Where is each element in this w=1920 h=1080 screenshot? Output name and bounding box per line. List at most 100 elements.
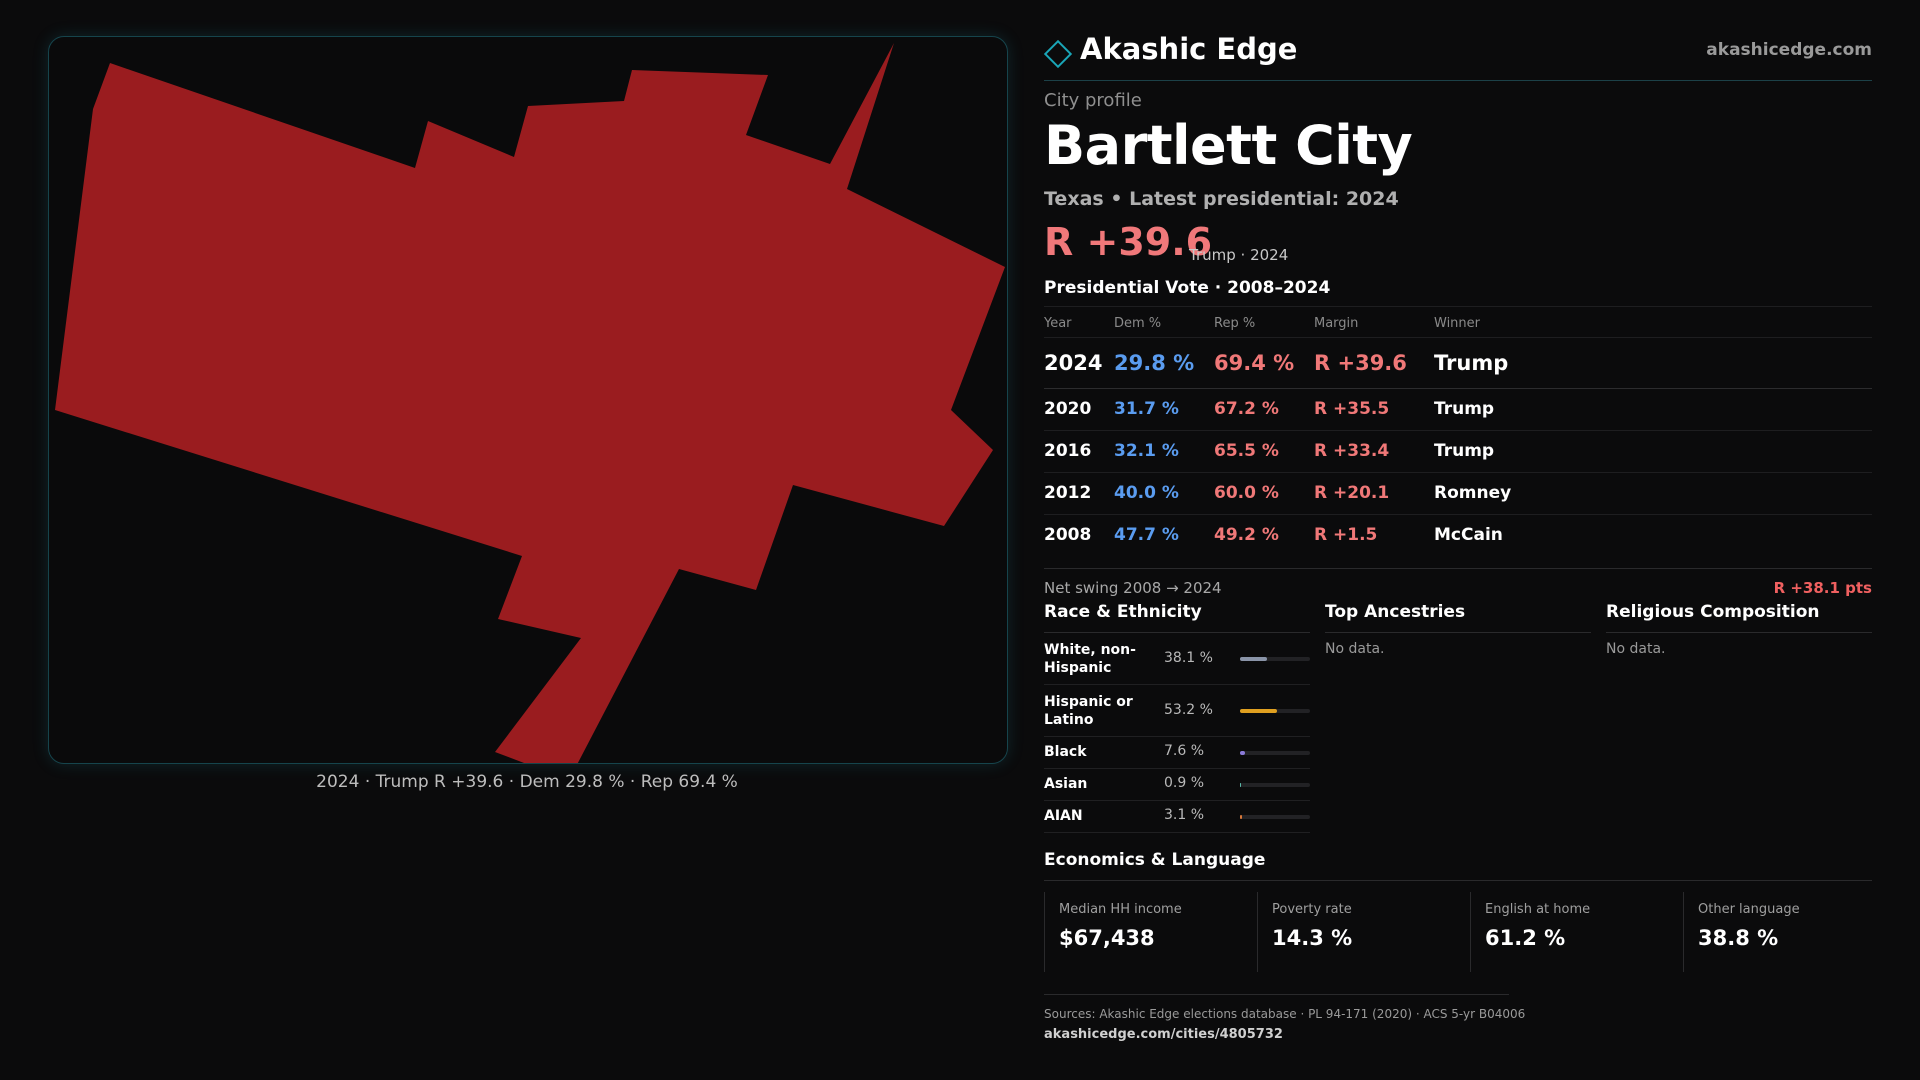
headline-margin: R +39.6 [1044,220,1213,264]
vote-table: Year Dem % Rep % Margin Winner 2024 29.8… [1044,306,1872,556]
ethnicity-bar-fill [1240,751,1246,755]
city-title: Bartlett City [1044,114,1413,177]
ancestries-section: Top Ancestries No data. [1325,602,1591,657]
ethnicity-label: White, non-Hispanic [1044,642,1136,676]
col-margin: Margin [1314,316,1359,331]
row-dem: 40.0 % [1114,483,1179,503]
row-rep: 49.2 % [1214,525,1279,545]
table-row: 2008 47.7 % 49.2 % R +1.5 McCain [1044,515,1872,556]
stat-label: Poverty rate [1272,902,1352,917]
city-subline: Texas • Latest presidential: 2024 [1044,188,1399,210]
ancestries-section-title: Top Ancestries [1325,602,1591,633]
ethnicity-label: Hispanic or Latino [1044,694,1133,728]
row-dem: 32.1 % [1114,441,1179,461]
brand-header: Akashic Edge akashicedge.com [1043,30,1872,81]
list-item: Asian 0.9 % [1044,769,1310,801]
sources-text: Sources: Akashic Edge elections database… [1044,1007,1526,1021]
col-winner: Winner [1434,316,1481,331]
ethnicity-label: AIAN [1044,808,1083,824]
col-year: Year [1044,316,1072,331]
row-dem: 31.7 % [1114,399,1179,419]
stat-value: $67,438 [1059,926,1155,950]
brand-name[interactable]: Akashic Edge [1080,32,1298,66]
vote-table-header: Year Dem % Rep % Margin Winner [1044,307,1872,338]
city-boundary-shape [55,43,1005,763]
ethnicity-bar-fill [1240,709,1278,713]
table-row: 2016 32.1 % 65.5 % R +33.4 Trump [1044,431,1872,473]
ethnicity-bar-track [1240,709,1310,713]
list-item: AIAN 3.1 % [1044,801,1310,833]
city-boundary-map [55,43,1005,763]
site-link[interactable]: akashicedge.com [1706,40,1872,60]
row-margin: R +39.6 [1314,351,1407,375]
row-year: 2016 [1044,441,1092,461]
economics-section-title: Economics & Language [1044,850,1872,881]
profile-eyebrow: City profile [1044,90,1142,111]
row-winner: Trump [1434,351,1509,375]
list-item: Black 7.6 % [1044,737,1310,769]
row-dem: 29.8 % [1114,351,1195,375]
ethnicity-bar-fill [1240,657,1267,661]
stat-label: Median HH income [1059,902,1182,917]
race-section-title: Race & Ethnicity [1044,602,1310,633]
ethnicity-bar-fill [1240,815,1243,819]
list-item: White, non-Hispanic 38.1 % [1044,633,1310,685]
headline-margin-note: Trump · 2024 [1189,246,1289,264]
sources-link[interactable]: akashicedge.com/cities/4805732 [1044,1027,1283,1042]
stat-card-english: English at home 61.2 % [1470,892,1683,972]
ethnicity-bar-track [1240,751,1310,755]
row-winner: Romney [1434,483,1512,503]
table-row: 2020 31.7 % 67.2 % R +35.5 Trump [1044,389,1872,431]
row-rep: 67.2 % [1214,399,1279,419]
ethnicity-value: 3.1 % [1164,807,1205,823]
stat-value: 14.3 % [1272,926,1353,950]
ethnicity-value: 0.9 % [1164,775,1205,791]
net-swing-row: Net swing 2008 → 2024 R +38.1 pts [1044,568,1872,599]
religion-empty: No data. [1606,641,1666,657]
col-rep: Rep % [1214,316,1256,331]
stat-label: Other language [1698,902,1800,917]
ancestries-empty: No data. [1325,641,1385,657]
row-dem: 47.7 % [1114,525,1179,545]
row-rep: 60.0 % [1214,483,1279,503]
row-year: 2012 [1044,483,1092,503]
profile-panel: Akashic Edge akashicedge.com City profil… [1043,30,1872,1060]
row-year: 2008 [1044,525,1092,545]
ethnicity-bar-fill [1240,783,1242,787]
list-item: Hispanic or Latino 53.2 % [1044,685,1310,737]
ethnicity-value: 7.6 % [1164,743,1205,759]
row-year: 2020 [1044,399,1092,419]
race-section: Race & Ethnicity White, non-Hispanic 38.… [1044,602,1310,833]
row-margin: R +1.5 [1314,525,1378,545]
row-rep: 65.5 % [1214,441,1279,461]
stat-value: 61.2 % [1485,926,1566,950]
row-year: 2024 [1044,351,1103,375]
ethnicity-bar-track [1240,815,1310,819]
stat-card-other-language: Other language 38.8 % [1683,892,1896,972]
row-winner: McCain [1434,525,1503,545]
ethnicity-label: Asian [1044,776,1088,792]
row-winner: Trump [1434,441,1495,461]
net-swing-value: R +38.1 pts [1773,579,1872,597]
city-map[interactable] [48,36,1008,764]
table-row: 2012 40.0 % 60.0 % R +20.1 Romney [1044,473,1872,515]
row-margin: R +20.1 [1314,483,1390,503]
stat-card-poverty: Poverty rate 14.3 % [1257,892,1470,972]
stat-card-income: Median HH income $67,438 [1044,892,1257,972]
row-winner: Trump [1434,399,1495,419]
row-margin: R +33.4 [1314,441,1390,461]
ethnicity-bar-track [1240,783,1310,787]
sources-footer: Sources: Akashic Edge elections database… [1044,994,1525,1042]
stat-value: 38.8 % [1698,926,1779,950]
religion-section: Religious Composition No data. [1606,602,1872,657]
diamond-logo-icon [1043,39,1073,69]
map-caption: 2024 · Trump R +39.6 · Dem 29.8 % · Rep … [316,772,738,792]
religion-section-title: Religious Composition [1606,602,1872,633]
ethnicity-value: 53.2 % [1164,702,1213,718]
stat-label: English at home [1485,902,1591,917]
ethnicity-label: Black [1044,744,1087,760]
row-rep: 69.4 % [1214,351,1295,375]
ethnicity-value: 38.1 % [1164,650,1213,666]
net-swing-label: Net swing 2008 → 2024 [1044,579,1222,597]
ethnicity-bar-track [1240,657,1310,661]
